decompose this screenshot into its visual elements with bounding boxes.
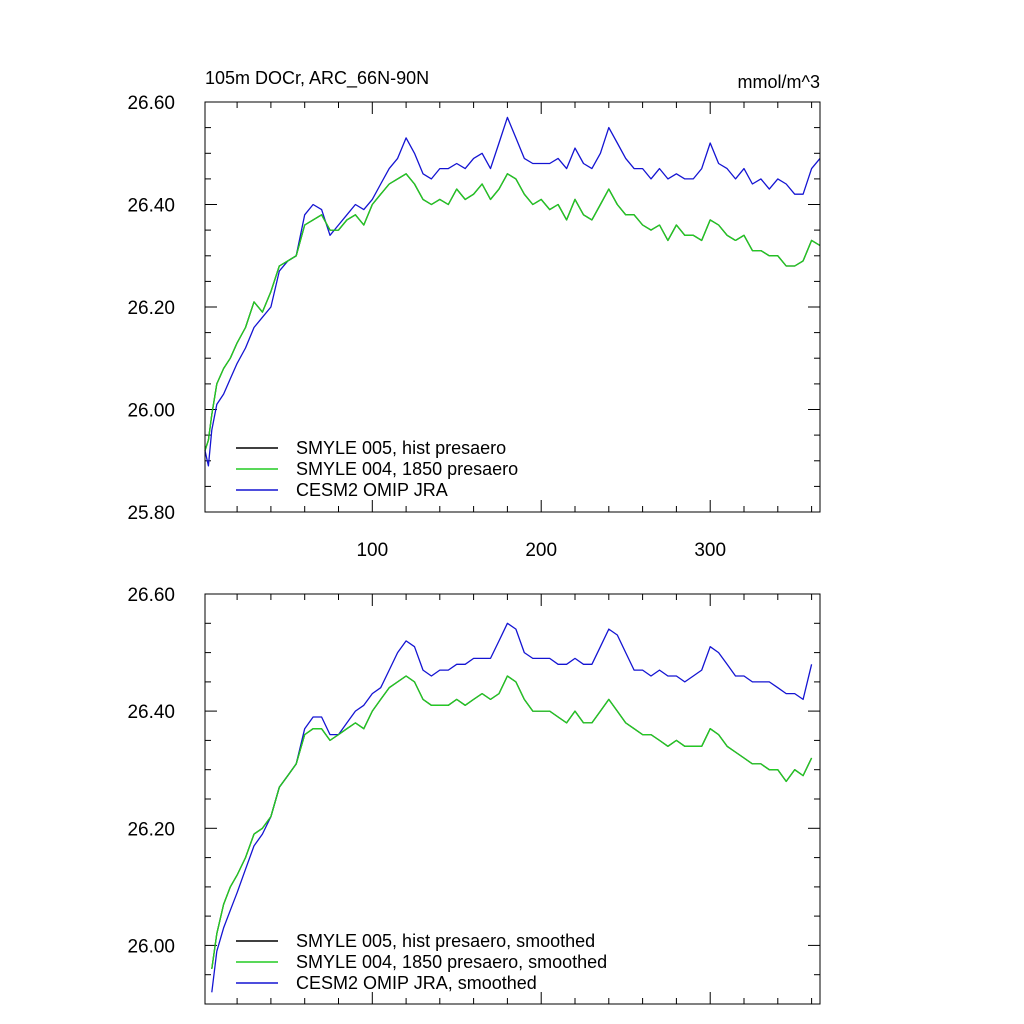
- x-tick-label: 300: [694, 540, 726, 561]
- x-tick-label: 200: [525, 540, 557, 561]
- y-tick-label: 26.40: [127, 196, 175, 217]
- legend-label: SMYLE 004, 1850 presaero: [296, 459, 518, 479]
- y-tick-label: 26.60: [127, 585, 175, 606]
- bottom-panel-ticks: [205, 593, 820, 1005]
- legend-label: SMYLE 005, hist presaero, smoothed: [296, 931, 595, 951]
- series-line-1: [204, 173, 821, 451]
- y-tick-label: 26.40: [127, 702, 175, 723]
- legend-label: SMYLE 004, 1850 presaero, smoothed: [296, 952, 607, 972]
- top-panel-x-tick-labels: 100 200 300: [356, 540, 726, 561]
- y-tick-label: 26.00: [127, 401, 175, 422]
- bottom-panel-legend: SMYLE 005, hist presaero, smoothedSMYLE …: [236, 931, 607, 993]
- legend-label: CESM2 OMIP JRA: [296, 480, 448, 500]
- top-panel-series: [204, 116, 821, 467]
- y-tick-label: 26.20: [127, 298, 175, 319]
- top-panel-y-tick-labels: 25.80 26.00 26.20 26.40 26.60: [127, 93, 175, 524]
- bottom-panel: 26.00 26.20 26.40 26.60 SMYLE 005, hist pre…: [127, 585, 821, 1005]
- y-tick-label: 26.20: [127, 819, 175, 840]
- bottom-panel-series: [211, 622, 813, 993]
- top-panel-units: mmol/m^3: [738, 72, 820, 92]
- top-panel-frame: [204, 101, 821, 513]
- bottom-panel-y-tick-labels: 26.00 26.20 26.40 26.60: [127, 585, 175, 957]
- series-line-2: [211, 622, 813, 993]
- bottom-panel-frame: [204, 593, 821, 1005]
- series-line-1: [211, 675, 813, 969]
- y-tick-label: 25.80: [127, 503, 175, 524]
- y-tick-label: 26.60: [127, 93, 175, 114]
- top-panel: 105m DOCr, ARC_66N-90N mmol/m^3 25.80 26.…: [127, 68, 821, 561]
- y-tick-label: 26.00: [127, 936, 175, 957]
- legend-label: SMYLE 005, hist presaero: [296, 438, 506, 458]
- top-panel-title: 105m DOCr, ARC_66N-90N: [205, 68, 429, 89]
- legend-label: CESM2 OMIP JRA, smoothed: [296, 973, 537, 993]
- x-tick-label: 100: [356, 540, 388, 561]
